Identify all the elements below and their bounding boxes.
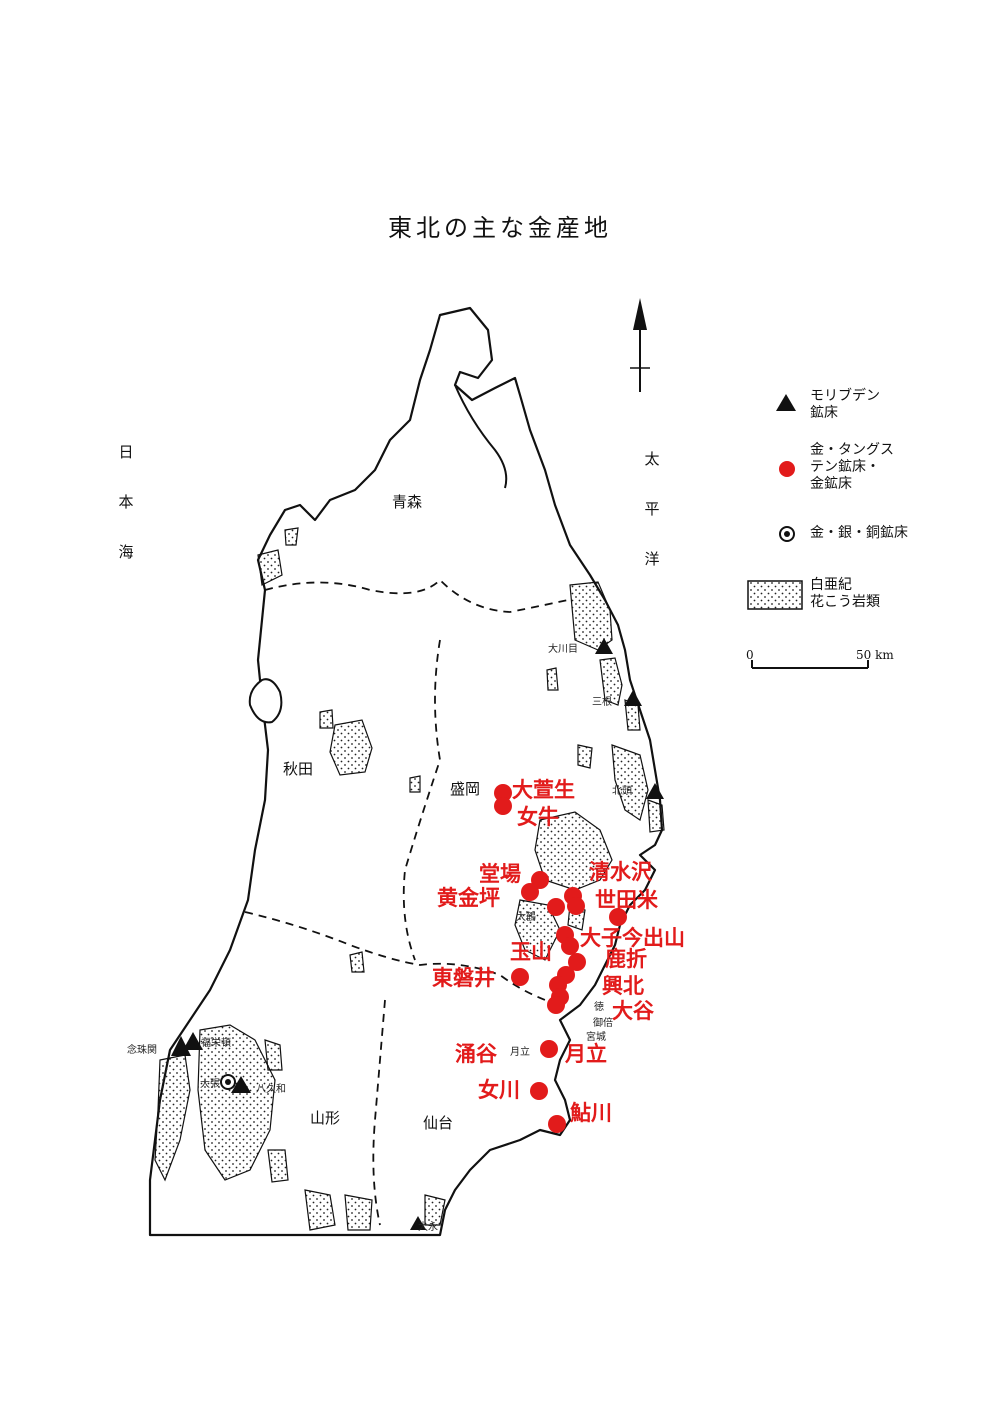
kitaatama-label: 北頭	[612, 786, 632, 797]
gold-mine-marker	[531, 871, 549, 889]
gold-mine-marker	[540, 1040, 558, 1058]
molybdenum-marker	[595, 638, 613, 654]
tsukidate-small-label: 月立	[510, 1047, 530, 1058]
ooie-label: 大永	[418, 1222, 438, 1233]
mitsune-label: 三根	[592, 697, 612, 708]
legend-granite-label: 白亜紀 花こう岩類	[810, 577, 880, 610]
okawame-label: 大川目	[548, 644, 578, 655]
obari-label: 大張	[200, 1079, 220, 1090]
north-arrow-icon	[630, 298, 650, 392]
gold-mine-marker	[547, 996, 565, 1014]
mine-label-doba: 堂場	[479, 862, 521, 886]
molybdenum-marker	[646, 783, 664, 799]
gold-mine-marker	[511, 968, 529, 986]
japan-sea-label: 日 本 海	[118, 443, 134, 561]
mine-label-oogayu: 大萱生	[512, 778, 575, 802]
yamagata-label: 山形	[310, 1109, 341, 1127]
pacific-ocean-label: 太 平 洋	[644, 450, 660, 568]
legend-red-dot-icon	[779, 461, 795, 477]
molybdenum-marker	[183, 1032, 203, 1050]
gold-silver-copper-marker	[220, 1074, 236, 1090]
mine-label-oshiimaide: 大子今出山	[580, 926, 685, 950]
molybdenum-marker	[624, 690, 642, 706]
gotsuru-label: 御倍	[593, 1018, 613, 1029]
miyagi-label: 宮城	[586, 1032, 606, 1043]
mine-label-tsukidate: 月立	[565, 1042, 607, 1066]
gold-mine-marker	[568, 953, 586, 971]
gold-mine-marker	[530, 1082, 548, 1100]
gold-mine-marker	[521, 883, 539, 901]
gold-mine-marker	[494, 797, 512, 815]
otsutsu-label: 大鶴	[516, 912, 536, 923]
mine-label-higashiiwai: 東磐井	[432, 966, 495, 990]
sendai-label: 仙台	[423, 1114, 454, 1132]
legend-granite-swatch	[747, 580, 803, 610]
legend-bullseye-icon	[779, 526, 795, 542]
scale-zero-label: 0	[746, 648, 754, 662]
legend-triangle-icon	[776, 394, 796, 411]
legend-molybdenum-label: モリブデン 鉱床	[810, 388, 880, 421]
coastline	[148, 306, 664, 1237]
molybdenum-marker	[171, 1036, 191, 1056]
akita-label: 秋田	[283, 760, 314, 778]
molybdenum-marker	[410, 1216, 426, 1230]
mine-label-megyu: 女牛	[517, 805, 559, 829]
mine-label-setamai: 世田米	[595, 888, 658, 912]
tokura-label: 徳	[594, 1002, 604, 1013]
scale-end-label: 50 km	[856, 648, 894, 662]
morioka-label: 盛岡	[450, 780, 481, 798]
legend-gold-tungsten-label: 金・タングス テン鉱床・ 金鉱床	[810, 442, 894, 492]
gold-mine-marker	[561, 937, 579, 955]
mine-label-ootani: 大谷	[612, 999, 654, 1023]
mine-label-ayukawa: 鮎川	[570, 1101, 612, 1125]
mine-label-wakuya: 涌谷	[455, 1042, 497, 1066]
gold-mine-marker	[547, 898, 565, 916]
yakuwa-label: 八久和	[256, 1084, 286, 1095]
mine-label-shishiori: 鹿折	[605, 947, 647, 971]
mine-label-koganezaka: 黄金坪	[437, 886, 500, 910]
mine-label-kohoku: 興北	[602, 974, 644, 998]
gold-mine-marker	[567, 897, 585, 915]
mine-label-tamayama: 玉山	[510, 940, 552, 964]
molybdenum-marker	[231, 1076, 251, 1093]
fukue-label: 福栄頓	[201, 1038, 231, 1049]
legend-gold-silver-copper-label: 金・銀・銅鉱床	[810, 525, 908, 541]
map-title: 東北の主な金産地	[388, 214, 612, 242]
nenjuseki-label: 念珠関	[127, 1045, 157, 1056]
scale-bar	[751, 660, 869, 669]
aomori-label: 青森	[392, 493, 423, 511]
mine-label-shimizuzawa: 清水沢	[589, 860, 652, 884]
gold-mine-marker	[494, 784, 512, 802]
gold-mine-marker	[609, 908, 627, 926]
mine-label-onagawa: 女川	[478, 1078, 520, 1102]
gold-mine-marker	[548, 1115, 566, 1133]
